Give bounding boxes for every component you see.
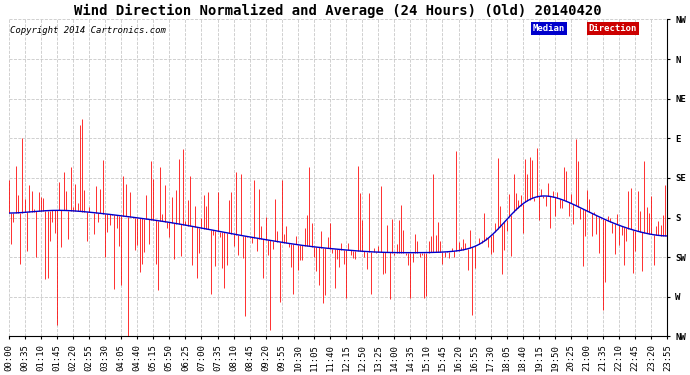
Text: Direction: Direction — [589, 24, 637, 33]
Text: Median: Median — [533, 24, 565, 33]
Text: Copyright 2014 Cartronics.com: Copyright 2014 Cartronics.com — [10, 26, 166, 35]
Title: Wind Direction Normalized and Average (24 Hours) (Old) 20140420: Wind Direction Normalized and Average (2… — [75, 4, 602, 18]
